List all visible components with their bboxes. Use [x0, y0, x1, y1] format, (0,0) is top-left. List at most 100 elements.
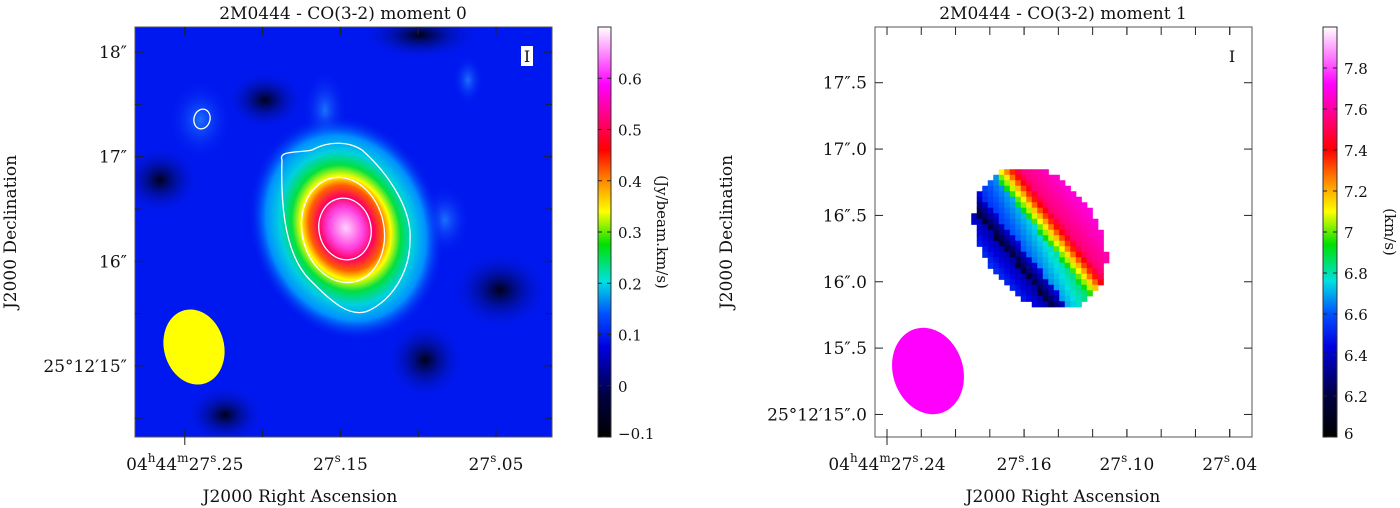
velocity-pixel — [993, 218, 1000, 225]
velocity-pixel — [1037, 180, 1044, 187]
velocity-pixel — [1037, 174, 1044, 181]
velocity-pixel — [1042, 257, 1049, 264]
velocity-pixel — [1042, 279, 1049, 286]
velocity-pixel — [1042, 290, 1049, 297]
velocity-pixel — [1015, 218, 1022, 225]
velocity-pixel — [1026, 251, 1033, 258]
velocity-pixel — [1081, 262, 1088, 269]
velocity-pixel — [1059, 196, 1066, 203]
velocity-pixel — [1086, 240, 1093, 247]
velocity-pixel — [1103, 251, 1110, 258]
velocity-pixel — [1048, 180, 1055, 187]
velocity-pixel — [1020, 279, 1027, 286]
velocity-pixel — [1070, 207, 1077, 214]
velocity-pixel — [993, 174, 1000, 181]
velocity-pixel — [1053, 180, 1060, 187]
velocity-pixel — [1015, 229, 1022, 236]
velocity-pixel — [1059, 185, 1066, 192]
velocity-pixel — [1064, 207, 1071, 214]
velocity-pixel — [1004, 268, 1011, 275]
velocity-pixel — [1009, 279, 1016, 286]
velocity-pixel — [1015, 169, 1022, 176]
velocity-pixel — [1031, 202, 1038, 209]
velocity-pixel — [1015, 185, 1022, 192]
velocity-pixel — [1004, 224, 1011, 231]
velocity-pixel — [1064, 279, 1071, 286]
velocity-pixel — [1059, 284, 1066, 291]
velocity-pixel — [1020, 268, 1027, 275]
velocity-pixel — [1009, 257, 1016, 264]
velocity-pixel — [1026, 202, 1033, 209]
velocity-pixel — [1026, 290, 1033, 297]
velocity-pixel — [1037, 295, 1044, 302]
velocity-pixel — [1070, 246, 1077, 253]
velocity-pixel — [1064, 273, 1071, 280]
velocity-pixel — [1097, 229, 1104, 236]
velocity-pixel — [1059, 273, 1066, 280]
velocity-pixel — [1020, 240, 1027, 247]
velocity-pixel — [976, 229, 983, 236]
velocity-pixel — [1020, 235, 1027, 242]
velocity-pixel — [1086, 262, 1093, 269]
colorbar-tick-label: 7 — [1344, 224, 1354, 242]
velocity-pixel — [1004, 207, 1011, 214]
velocity-pixel — [1064, 213, 1071, 220]
velocity-pixel — [1048, 185, 1055, 192]
velocity-pixel — [1009, 224, 1016, 231]
velocity-pixel — [1031, 180, 1038, 187]
velocity-pixel — [1037, 185, 1044, 192]
velocity-pixel — [1037, 218, 1044, 225]
velocity-pixel — [1053, 213, 1060, 220]
velocity-pixel — [1048, 235, 1055, 242]
velocity-pixel — [982, 196, 989, 203]
velocity-pixel — [1042, 268, 1049, 275]
velocity-pixel — [1075, 240, 1082, 247]
velocity-pixel — [1020, 191, 1027, 198]
velocity-pixel — [998, 235, 1005, 242]
velocity-pixel — [998, 207, 1005, 214]
beam-ellipse — [892, 327, 964, 415]
velocity-pixel — [1092, 229, 1099, 236]
velocity-pixel — [1037, 235, 1044, 242]
velocity-pixel — [1053, 279, 1060, 286]
velocity-pixel — [998, 224, 1005, 231]
velocity-pixel — [987, 262, 994, 269]
velocity-pixel — [982, 240, 989, 247]
velocity-pixel — [1075, 251, 1082, 258]
velocity-pixel — [1037, 262, 1044, 269]
moment0-colorbar-ticks: −0.1 0 0.1 0.2 0.3 0.4 0.5 0.6 — [598, 70, 654, 443]
velocity-pixel — [998, 169, 1005, 176]
velocity-pixel — [1059, 218, 1066, 225]
velocity-pixel — [1009, 218, 1016, 225]
velocity-pixel — [1064, 262, 1071, 269]
velocity-pixel — [1031, 295, 1038, 302]
velocity-pixel — [1097, 257, 1104, 264]
velocity-pixel — [1075, 268, 1082, 275]
noise-bright — [453, 55, 483, 105]
velocity-pixel — [1015, 224, 1022, 231]
velocity-pixel — [1081, 273, 1088, 280]
velocity-pixel — [1075, 207, 1082, 214]
velocity-pixel — [1009, 240, 1016, 247]
velocity-pixel — [1059, 180, 1066, 187]
velocity-pixel — [1081, 284, 1088, 291]
velocity-pixel — [1048, 301, 1055, 308]
moment1-ylabel: J2000 Declination — [717, 155, 737, 311]
velocity-pixel — [1086, 235, 1093, 242]
velocity-pixel — [998, 196, 1005, 203]
velocity-pixel — [1009, 229, 1016, 236]
velocity-pixel — [1015, 235, 1022, 242]
velocity-pixel — [1015, 196, 1022, 203]
velocity-pixel — [1015, 251, 1022, 258]
velocity-pixel — [1092, 279, 1099, 286]
velocity-pixel — [1031, 301, 1038, 308]
velocity-pixel — [1031, 251, 1038, 258]
x-tick-label: 27s.04 — [1202, 451, 1257, 475]
velocity-pixel — [1092, 224, 1099, 231]
velocity-pixel — [1053, 218, 1060, 225]
velocity-pixel — [1053, 284, 1060, 291]
velocity-pixel — [1015, 257, 1022, 264]
velocity-pixel — [1048, 251, 1055, 258]
noise-dark — [450, 250, 550, 330]
moment0-panel: 2M0444 - CO(3-2) moment 0 I 04h44m27s.25… — [1, 4, 671, 507]
